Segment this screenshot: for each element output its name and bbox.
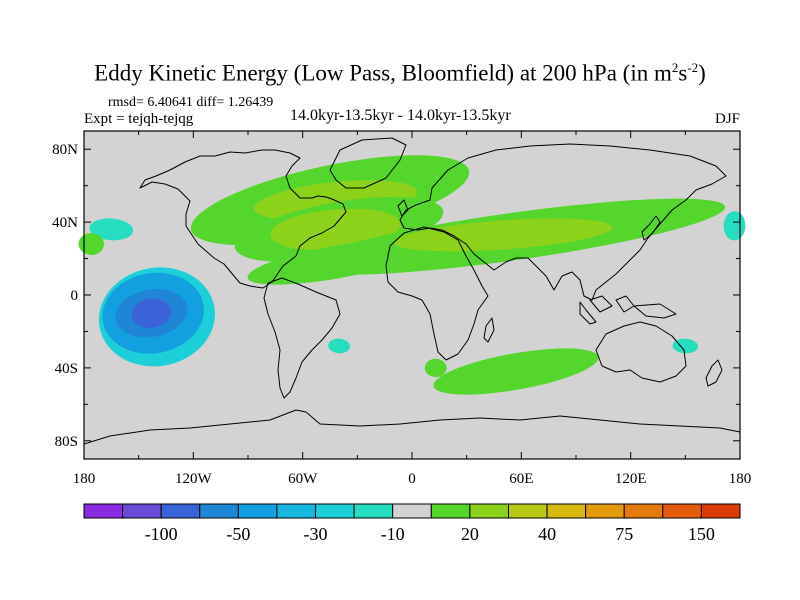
y-tick-label: 40N — [52, 215, 78, 231]
anomaly-fill — [433, 348, 599, 395]
anomaly-fill — [78, 233, 105, 255]
x-tick-label: 180 — [73, 471, 96, 487]
colorbar-labels: -100 -50 -30 -10 20 40 75 150 — [145, 524, 715, 544]
coast-south-america — [263, 277, 341, 399]
stats-label: rmsd= 6.40641 diff= 1.26439 — [108, 95, 274, 110]
colorbar-box — [83, 503, 124, 519]
colorbar-label: 150 — [688, 524, 715, 544]
title-units-seconds: s — [678, 60, 688, 86]
anomaly-fill — [131, 298, 172, 328]
x-tick-label: 60W — [288, 471, 318, 487]
map-panel: 180 120W 60W 0 60E 120E 180 80N 40N 0 40S 80S — [52, 130, 751, 487]
period-label: 14.0kyr-13.5kyr - 14.0kyr-13.5kyr — [290, 107, 511, 124]
colorbar-box — [276, 503, 317, 519]
anomaly-fill — [89, 218, 134, 241]
coast-north-america — [139, 149, 347, 289]
chart-title: Eddy Kinetic Energy (Low Pass, Bloomfiel… — [0, 60, 800, 87]
x-tick-label: 0 — [408, 471, 416, 487]
colorbar-box — [392, 503, 432, 519]
x-tick-label: 120E — [615, 471, 647, 487]
experiment-label: Expt = tejqh-tejqg — [84, 111, 194, 127]
y-tick-label: 0 — [71, 288, 79, 304]
x-tick-label: 180 — [729, 471, 752, 487]
title-units-superscript-1: 2 — [671, 60, 679, 75]
anomaly-fill — [328, 338, 350, 354]
colorbar-box — [585, 503, 625, 519]
anomaly-fill — [672, 338, 699, 354]
axis-tick-labels: 180 120W 60W 0 60E 120E 180 80N 40N 0 40S 80S — [52, 142, 751, 487]
colorbar-box — [315, 503, 355, 519]
coast-borneo — [589, 295, 613, 313]
colorbar-box — [122, 503, 162, 519]
coastlines — [83, 137, 741, 445]
anomaly-fill — [394, 218, 613, 252]
chart-title-text: Eddy Kinetic Energy (Low Pass, Bloomfiel… — [94, 60, 672, 86]
coast-new-zealand — [705, 359, 723, 387]
coast-australia — [595, 321, 687, 383]
title-close-paren: ) — [698, 60, 706, 86]
colorbar-box — [700, 503, 741, 519]
colorbar-label: -100 — [145, 524, 178, 544]
colorbar-box — [353, 503, 394, 519]
coast-japan — [641, 215, 661, 241]
colorbar-box — [430, 503, 471, 519]
colorbar-label: -10 — [381, 524, 405, 544]
colorbar-box — [662, 503, 702, 519]
colorbar-label: 40 — [538, 524, 556, 544]
coast-sumatra — [579, 301, 597, 325]
colorbar-box — [507, 503, 548, 519]
coast-new-guinea — [633, 303, 677, 319]
anomaly-fills — [78, 155, 746, 395]
axis-ticks — [83, 131, 741, 459]
coast-africa — [385, 226, 489, 361]
x-tick-label: 60E — [509, 471, 533, 487]
coast-eurasia — [399, 143, 727, 301]
y-tick-label: 80N — [52, 142, 78, 158]
colorbar-label: 75 — [615, 524, 633, 544]
title-units-superscript-2: -2 — [687, 60, 699, 75]
anomaly-fill — [424, 358, 447, 378]
colorbar-label: -30 — [304, 524, 328, 544]
coast-greenland — [329, 137, 407, 189]
coast-antarctica — [83, 409, 741, 445]
colorbar-box — [469, 503, 509, 519]
colorbar-label: 20 — [461, 524, 479, 544]
x-tick-label: 120W — [175, 471, 213, 487]
coast-british-isles — [397, 199, 409, 217]
season-label: DJF — [714, 111, 740, 127]
colorbar-box — [546, 503, 587, 519]
coast-madagascar — [483, 317, 495, 343]
colorbar-label: -50 — [226, 524, 250, 544]
colorbar: -100 -50 -30 -10 20 40 75 150 — [83, 503, 741, 544]
colorbar-boxes — [83, 503, 741, 519]
colorbar-box — [237, 503, 278, 519]
colorbar-box — [199, 503, 239, 519]
colorbar-box — [160, 503, 201, 519]
y-tick-label: 80S — [55, 434, 78, 450]
colorbar-box — [623, 503, 664, 519]
y-tick-label: 40S — [55, 361, 78, 377]
